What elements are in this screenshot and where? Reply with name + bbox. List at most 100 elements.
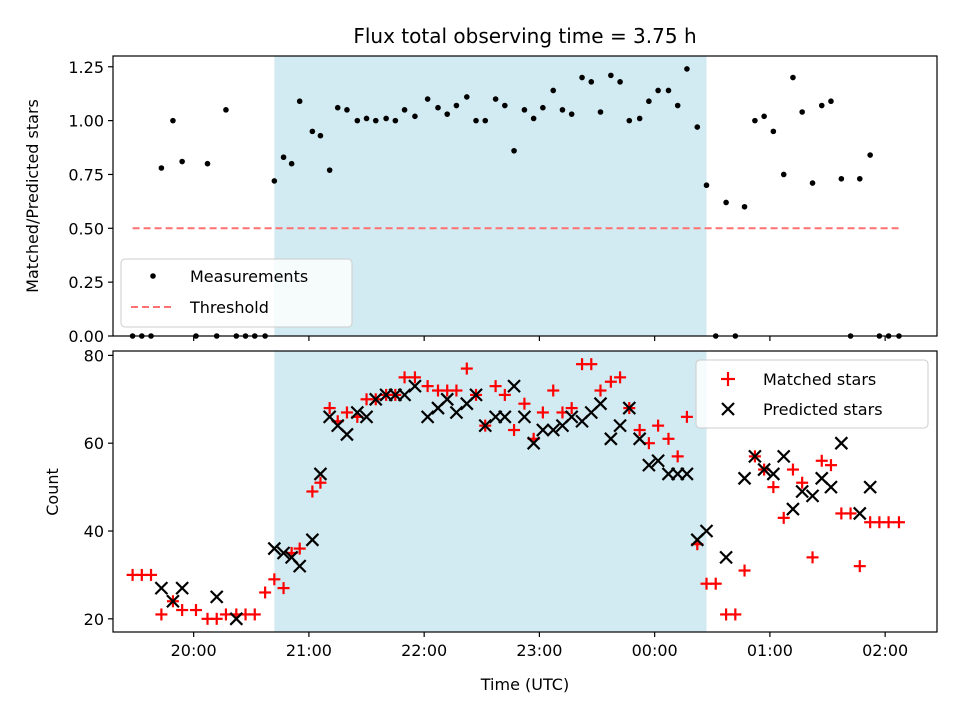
- matched-stars-point: [815, 454, 828, 467]
- matched-stars-point: [219, 608, 232, 621]
- matched-stars-point: [189, 604, 202, 617]
- measurement-point: [280, 154, 287, 161]
- predicted-stars-point: [154, 581, 169, 595]
- matched-stars-point: [259, 586, 272, 599]
- predicted-stars-point: [824, 480, 838, 494]
- measurement-point: [344, 107, 350, 113]
- measurement-point: [435, 104, 441, 111]
- y-tick-label: 1.00: [68, 112, 104, 131]
- predicted-stars-point: [776, 449, 791, 464]
- top-legend-box: [120, 258, 353, 328]
- top-axis-ticks: 0.00 0.25 0.50 0.75 1.00 1.25: [68, 58, 886, 346]
- predicted-stars-point: [737, 471, 752, 486]
- x-tick-label: 01:00: [747, 641, 793, 660]
- x-tick-label: 21:00: [286, 641, 332, 660]
- measurement-point: [550, 87, 557, 94]
- predicted-stars-point: [340, 427, 354, 442]
- measurement-point: [867, 152, 873, 158]
- predicted-stars-point: [359, 410, 374, 424]
- y-tick-label: 0.50: [68, 219, 104, 238]
- predicted-stars-point: [863, 480, 877, 494]
- predicted-stars-point: [397, 388, 412, 402]
- matched-stars-point: [671, 450, 684, 463]
- bottom-series-layer: [126, 358, 905, 626]
- bottom-legend-box: [695, 359, 929, 429]
- legend-measurements-label: Measurements: [190, 267, 308, 286]
- y-tick-label: 1.25: [68, 58, 104, 77]
- predicted-stars-point: [292, 559, 307, 573]
- top-panel-ratio: Flux total observing time = 3.75 h Match…: [23, 24, 938, 346]
- bottom-axis-ticks: 20:00 21:00 22:00 23:00 00:00 01:00 02:00 20 40 6…: [84, 346, 909, 660]
- predicted-stars-point: [805, 489, 820, 503]
- measurement-point: [326, 167, 333, 173]
- matched-stars-point: [844, 507, 857, 520]
- bottom-plot-frame: [112, 350, 938, 633]
- measurement-point: [579, 74, 585, 81]
- legend-measurements-marker: [150, 273, 156, 279]
- measurement-point: [288, 160, 295, 167]
- measurement-point: [790, 74, 796, 81]
- predicted-stars-point: [680, 467, 694, 481]
- predicted-stars-point: [267, 541, 282, 556]
- matched-stars-point: [277, 582, 290, 595]
- matched-stars-point: [853, 560, 866, 573]
- matched-stars-point: [824, 459, 837, 472]
- measurement-point: [559, 107, 566, 113]
- matched-stars-point: [210, 612, 223, 625]
- legend-matched-label: Matched stars: [763, 370, 876, 389]
- x-axis-label: Time (UTC): [480, 675, 569, 694]
- measurement-point: [741, 203, 748, 210]
- predicted-stars-point: [440, 392, 454, 407]
- measurement-point: [179, 158, 185, 165]
- measurement-point: [636, 115, 643, 122]
- matched-stars-point: [145, 568, 158, 581]
- shaded-region: [274, 351, 707, 632]
- predicted-stars-point: [786, 502, 800, 516]
- predicted-stars-point: [834, 436, 849, 450]
- measurement-point: [412, 113, 418, 120]
- top-plot-frame: [112, 55, 938, 337]
- measurement-point: [401, 107, 408, 113]
- chart-title: Flux total observing time = 3.75 h: [353, 24, 696, 48]
- y-tick-label: 0.75: [68, 165, 104, 184]
- predicted-stars-point: [313, 467, 328, 481]
- predicted-stars-point: [276, 546, 291, 560]
- predicted-stars-point: [229, 612, 244, 626]
- measurement-point: [626, 117, 633, 124]
- x-tick-label: 20:00: [171, 641, 217, 660]
- predicted-stars-point: [449, 405, 464, 420]
- predicted-stars-point: [478, 418, 493, 433]
- predicted-stars-point: [166, 594, 180, 609]
- predicted-stars-point: [305, 533, 320, 547]
- predicted-stars-point: [350, 405, 365, 420]
- predicted-stars-point: [795, 484, 809, 499]
- legend-predicted-label: Predicted stars: [763, 400, 883, 419]
- predicted-stars-point: [209, 590, 224, 604]
- matched-stars-point: [614, 371, 627, 384]
- matched-stars-point: [536, 406, 549, 419]
- matched-stars-point: [547, 384, 560, 397]
- predicted-stars-point: [517, 410, 532, 424]
- predicted-stars-point: [536, 423, 550, 437]
- predicted-stars-point: [546, 423, 561, 437]
- y-tick-label: 20: [84, 610, 104, 629]
- top-legend: Measurements Threshold: [120, 258, 353, 328]
- measurement-point: [655, 87, 661, 94]
- measurement-point: [424, 96, 431, 102]
- x-tick-label: 00:00: [632, 641, 678, 660]
- matched-stars-point: [604, 375, 617, 388]
- predicted-stars-point: [651, 453, 665, 468]
- predicted-stars-point: [604, 432, 618, 446]
- measurement-point: [392, 117, 399, 124]
- matched-stars-point: [738, 564, 751, 577]
- matched-stars-point: [633, 424, 646, 437]
- measurement-point: [383, 115, 389, 122]
- measurement-point: [317, 132, 324, 139]
- predicted-stars-point: [564, 410, 579, 424]
- matched-stars-point: [176, 604, 189, 617]
- measurement-point: [694, 124, 701, 130]
- measurement-point: [540, 104, 546, 111]
- predicted-stars-point: [420, 410, 435, 424]
- matched-stars-point: [314, 476, 327, 489]
